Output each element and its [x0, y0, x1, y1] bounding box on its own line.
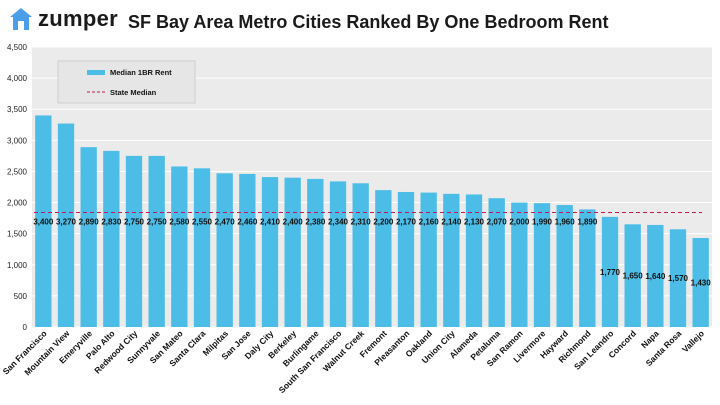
bar — [579, 209, 596, 327]
bar — [465, 194, 483, 327]
y-tick-label: 4,500 — [7, 43, 28, 52]
legend-entry: State Median — [110, 88, 157, 97]
data-label: 2,170 — [396, 218, 417, 227]
data-label: 2,310 — [351, 218, 372, 227]
chart-title: SF Bay Area Metro Cities Ranked By One B… — [128, 12, 609, 32]
data-label: 2,830 — [101, 218, 122, 227]
data-label: 2,160 — [419, 218, 440, 227]
bar — [284, 177, 301, 327]
bar — [647, 224, 664, 327]
data-label: 2,000 — [509, 218, 530, 227]
bar — [601, 216, 619, 327]
bar — [35, 115, 52, 327]
legend-box — [57, 60, 196, 104]
y-tick-label: 3,000 — [7, 136, 28, 145]
legend-entry: Median 1BR Rent — [110, 68, 172, 77]
bar — [171, 166, 188, 327]
data-label: 2,750 — [147, 218, 168, 227]
bar — [556, 205, 573, 327]
y-axis: 0 500 1,000 1,500 2,000 2,500 3,000 3,500 4,000 4… — [7, 43, 28, 332]
bar — [352, 183, 369, 327]
gridlines — [32, 46, 712, 328]
x-tick-label: Vallejo — [680, 328, 706, 354]
data-label: 2,400 — [283, 218, 304, 227]
data-label: 2,130 — [464, 218, 485, 227]
data-label: 1,960 — [555, 218, 576, 227]
legend-swatch-bar — [87, 70, 105, 75]
data-label: 2,070 — [487, 218, 508, 227]
data-label: 2,460 — [237, 218, 258, 227]
y-tick-label: 1,500 — [7, 230, 28, 239]
bar — [193, 168, 211, 327]
legend: Median 1BR Rent State Median — [57, 60, 196, 104]
y-tick-label: 4,000 — [7, 74, 28, 83]
bar — [511, 202, 528, 327]
bar — [216, 173, 233, 327]
bar — [148, 155, 165, 327]
bar — [239, 173, 256, 327]
house-icon — [10, 8, 32, 30]
bar — [397, 191, 415, 327]
bar — [420, 192, 437, 327]
y-tick-label: 2,000 — [7, 199, 28, 208]
bar — [624, 224, 641, 327]
data-label: 3,270 — [56, 218, 77, 227]
bar — [307, 178, 324, 327]
bar — [375, 190, 392, 327]
data-label: 1,890 — [577, 218, 598, 227]
data-label: 1,640 — [645, 272, 666, 281]
y-tick-label: 0 — [23, 323, 28, 332]
data-label: 3,400 — [33, 218, 54, 227]
bar — [329, 181, 347, 327]
bar — [533, 203, 551, 327]
data-label: 2,200 — [373, 218, 394, 227]
y-tick-label: 500 — [14, 292, 28, 301]
data-label: 2,410 — [260, 218, 281, 227]
data-label: 2,550 — [192, 218, 213, 227]
brand-name: zumper — [38, 6, 119, 31]
data-label: 2,890 — [79, 218, 100, 227]
bar — [80, 147, 97, 327]
data-label: 1,770 — [600, 268, 621, 277]
bar — [488, 198, 505, 327]
y-tick-label: 2,500 — [7, 167, 28, 176]
bar — [443, 193, 460, 327]
data-label: 1,990 — [532, 218, 553, 227]
data-label: 2,340 — [328, 218, 349, 227]
data-label: 1,650 — [623, 272, 644, 281]
data-label: 2,470 — [215, 218, 236, 227]
bar — [692, 238, 709, 327]
bar — [125, 155, 143, 327]
data-label: 2,750 — [124, 218, 145, 227]
bar — [261, 177, 279, 327]
data-labels: 3,400 3,270 2,890 2,830 2,750 2,750 2,580 2,550… — [33, 218, 711, 288]
brand-logo: zumper — [8, 6, 118, 32]
bar — [103, 150, 120, 327]
bar — [57, 123, 75, 328]
data-label: 2,380 — [305, 218, 326, 227]
data-label: 1,430 — [691, 279, 712, 288]
data-label: 2,140 — [441, 218, 462, 227]
bar — [669, 229, 687, 327]
data-label: 1,570 — [668, 274, 689, 283]
y-tick-label: 3,500 — [7, 105, 28, 114]
data-label: 2,580 — [169, 218, 190, 227]
y-tick-label: 1,000 — [7, 261, 28, 270]
bars — [35, 115, 709, 328]
